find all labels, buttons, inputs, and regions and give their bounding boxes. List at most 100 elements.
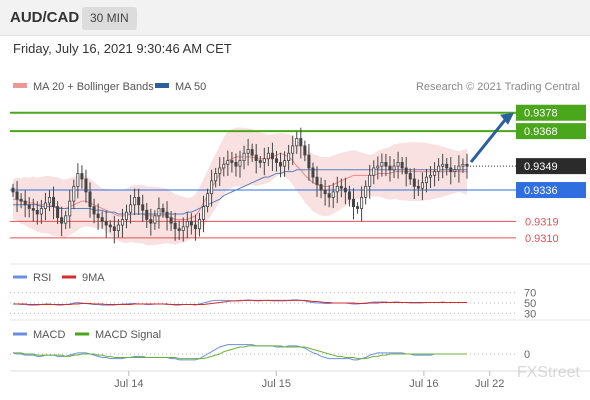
candle-body: [124, 211, 129, 220]
candle-body: [35, 209, 39, 215]
ma20-legend-label: MA 20 + Bollinger Bands: [33, 81, 154, 93]
candle-body: [311, 167, 315, 178]
candle-body: [129, 204, 133, 213]
candle-body: [64, 215, 68, 224]
candle-body: [80, 173, 84, 180]
candle-body: [47, 197, 51, 204]
candle-body: [279, 162, 283, 167]
candle-body: [250, 149, 254, 156]
candle-body: [412, 178, 416, 187]
candle-body: [372, 167, 376, 176]
candle-body: [222, 163, 226, 169]
candle-body: [145, 209, 149, 220]
candle-body: [15, 191, 19, 200]
candle-body: [96, 213, 100, 219]
candle-body: [437, 165, 441, 173]
candle-body: [84, 178, 88, 193]
rsi-tick-label: 70: [524, 288, 536, 300]
candle-body: [453, 169, 457, 173]
candle-body: [234, 162, 238, 167]
candle-body: [327, 193, 331, 198]
macd-legend-label: MACD: [33, 329, 65, 341]
rsi-tick-label: 30: [524, 308, 536, 320]
candle-body: [384, 162, 388, 167]
candle-body: [266, 152, 270, 160]
candle-body: [43, 202, 47, 209]
candle-body: [92, 206, 96, 215]
candle-body: [408, 173, 412, 180]
candle-body: [60, 217, 64, 224]
candle-body: [376, 165, 380, 169]
candle-body: [230, 160, 234, 163]
candle-body: [177, 228, 181, 231]
candle-body: [368, 174, 372, 187]
macd-tick-label: 0: [524, 349, 530, 361]
candle-body: [23, 200, 27, 206]
candle-body: [153, 215, 157, 224]
time-tick-label: Jul 14: [114, 378, 143, 390]
candle-body: [274, 158, 278, 163]
candle-body: [197, 219, 201, 230]
candle-body: [356, 206, 360, 209]
candle-body: [400, 162, 404, 169]
ma50-legend-swatch: [155, 83, 169, 88]
candle-body: [11, 187, 15, 193]
level-label: 0.9378: [524, 108, 558, 120]
candle-body: [441, 163, 445, 167]
level-label: 0.9368: [524, 126, 558, 138]
candle-body: [108, 224, 112, 228]
candle-body: [76, 173, 80, 187]
level-badge: [516, 104, 586, 121]
candle-body: [181, 226, 185, 231]
candle-body: [161, 208, 165, 213]
candle-body: [210, 180, 214, 195]
candle-body: [254, 154, 258, 161]
candle-body: [420, 182, 424, 189]
candle-body: [206, 193, 210, 208]
candle-body: [429, 174, 433, 178]
candle-body: [404, 167, 408, 174]
level-badge: [516, 182, 586, 199]
candle-body: [424, 176, 428, 184]
time-tick-label: Jul 16: [409, 378, 438, 390]
candle-body: [185, 220, 189, 228]
timeframe-button[interactable]: 30 MIN: [82, 7, 137, 30]
level-badge: [516, 123, 586, 140]
candle-body: [56, 206, 60, 219]
ma50-legend-label: MA 50: [175, 81, 206, 93]
candle-body: [39, 208, 43, 215]
rsi-legend-label: RSI: [33, 272, 51, 284]
candle-body: [291, 145, 295, 154]
time-tick-label: Jul 22: [475, 378, 504, 390]
watermark: FXStreet: [517, 364, 581, 381]
candle-body: [120, 219, 124, 226]
last-price-badge: [516, 158, 586, 175]
ma20-legend-swatch: [13, 83, 27, 88]
candle-body: [388, 165, 392, 171]
candle-body: [104, 220, 108, 226]
candle-body: [270, 152, 274, 160]
candle-body: [380, 162, 384, 167]
candle-body: [72, 185, 76, 202]
pair-title: AUD/CAD: [10, 9, 80, 26]
level-label: 0.9310: [525, 233, 559, 245]
candle-body: [457, 165, 461, 171]
candle-body: [169, 217, 173, 224]
candle-body: [226, 160, 230, 165]
candle-body: [88, 191, 92, 208]
candle-body: [343, 187, 347, 193]
candle-body: [258, 160, 262, 163]
candle-body: [433, 171, 437, 176]
macd-signal-legend-label: MACD Signal: [95, 329, 161, 341]
candle-body: [307, 154, 311, 169]
candle-body: [238, 160, 242, 167]
candle-body: [364, 185, 368, 198]
candle-body: [100, 217, 104, 222]
candle-body: [392, 165, 396, 171]
candle-body: [335, 185, 339, 193]
candle-body: [157, 208, 161, 217]
candle-body: [445, 163, 449, 169]
level-label: 0.9319: [525, 216, 559, 228]
candle-body: [218, 167, 222, 174]
